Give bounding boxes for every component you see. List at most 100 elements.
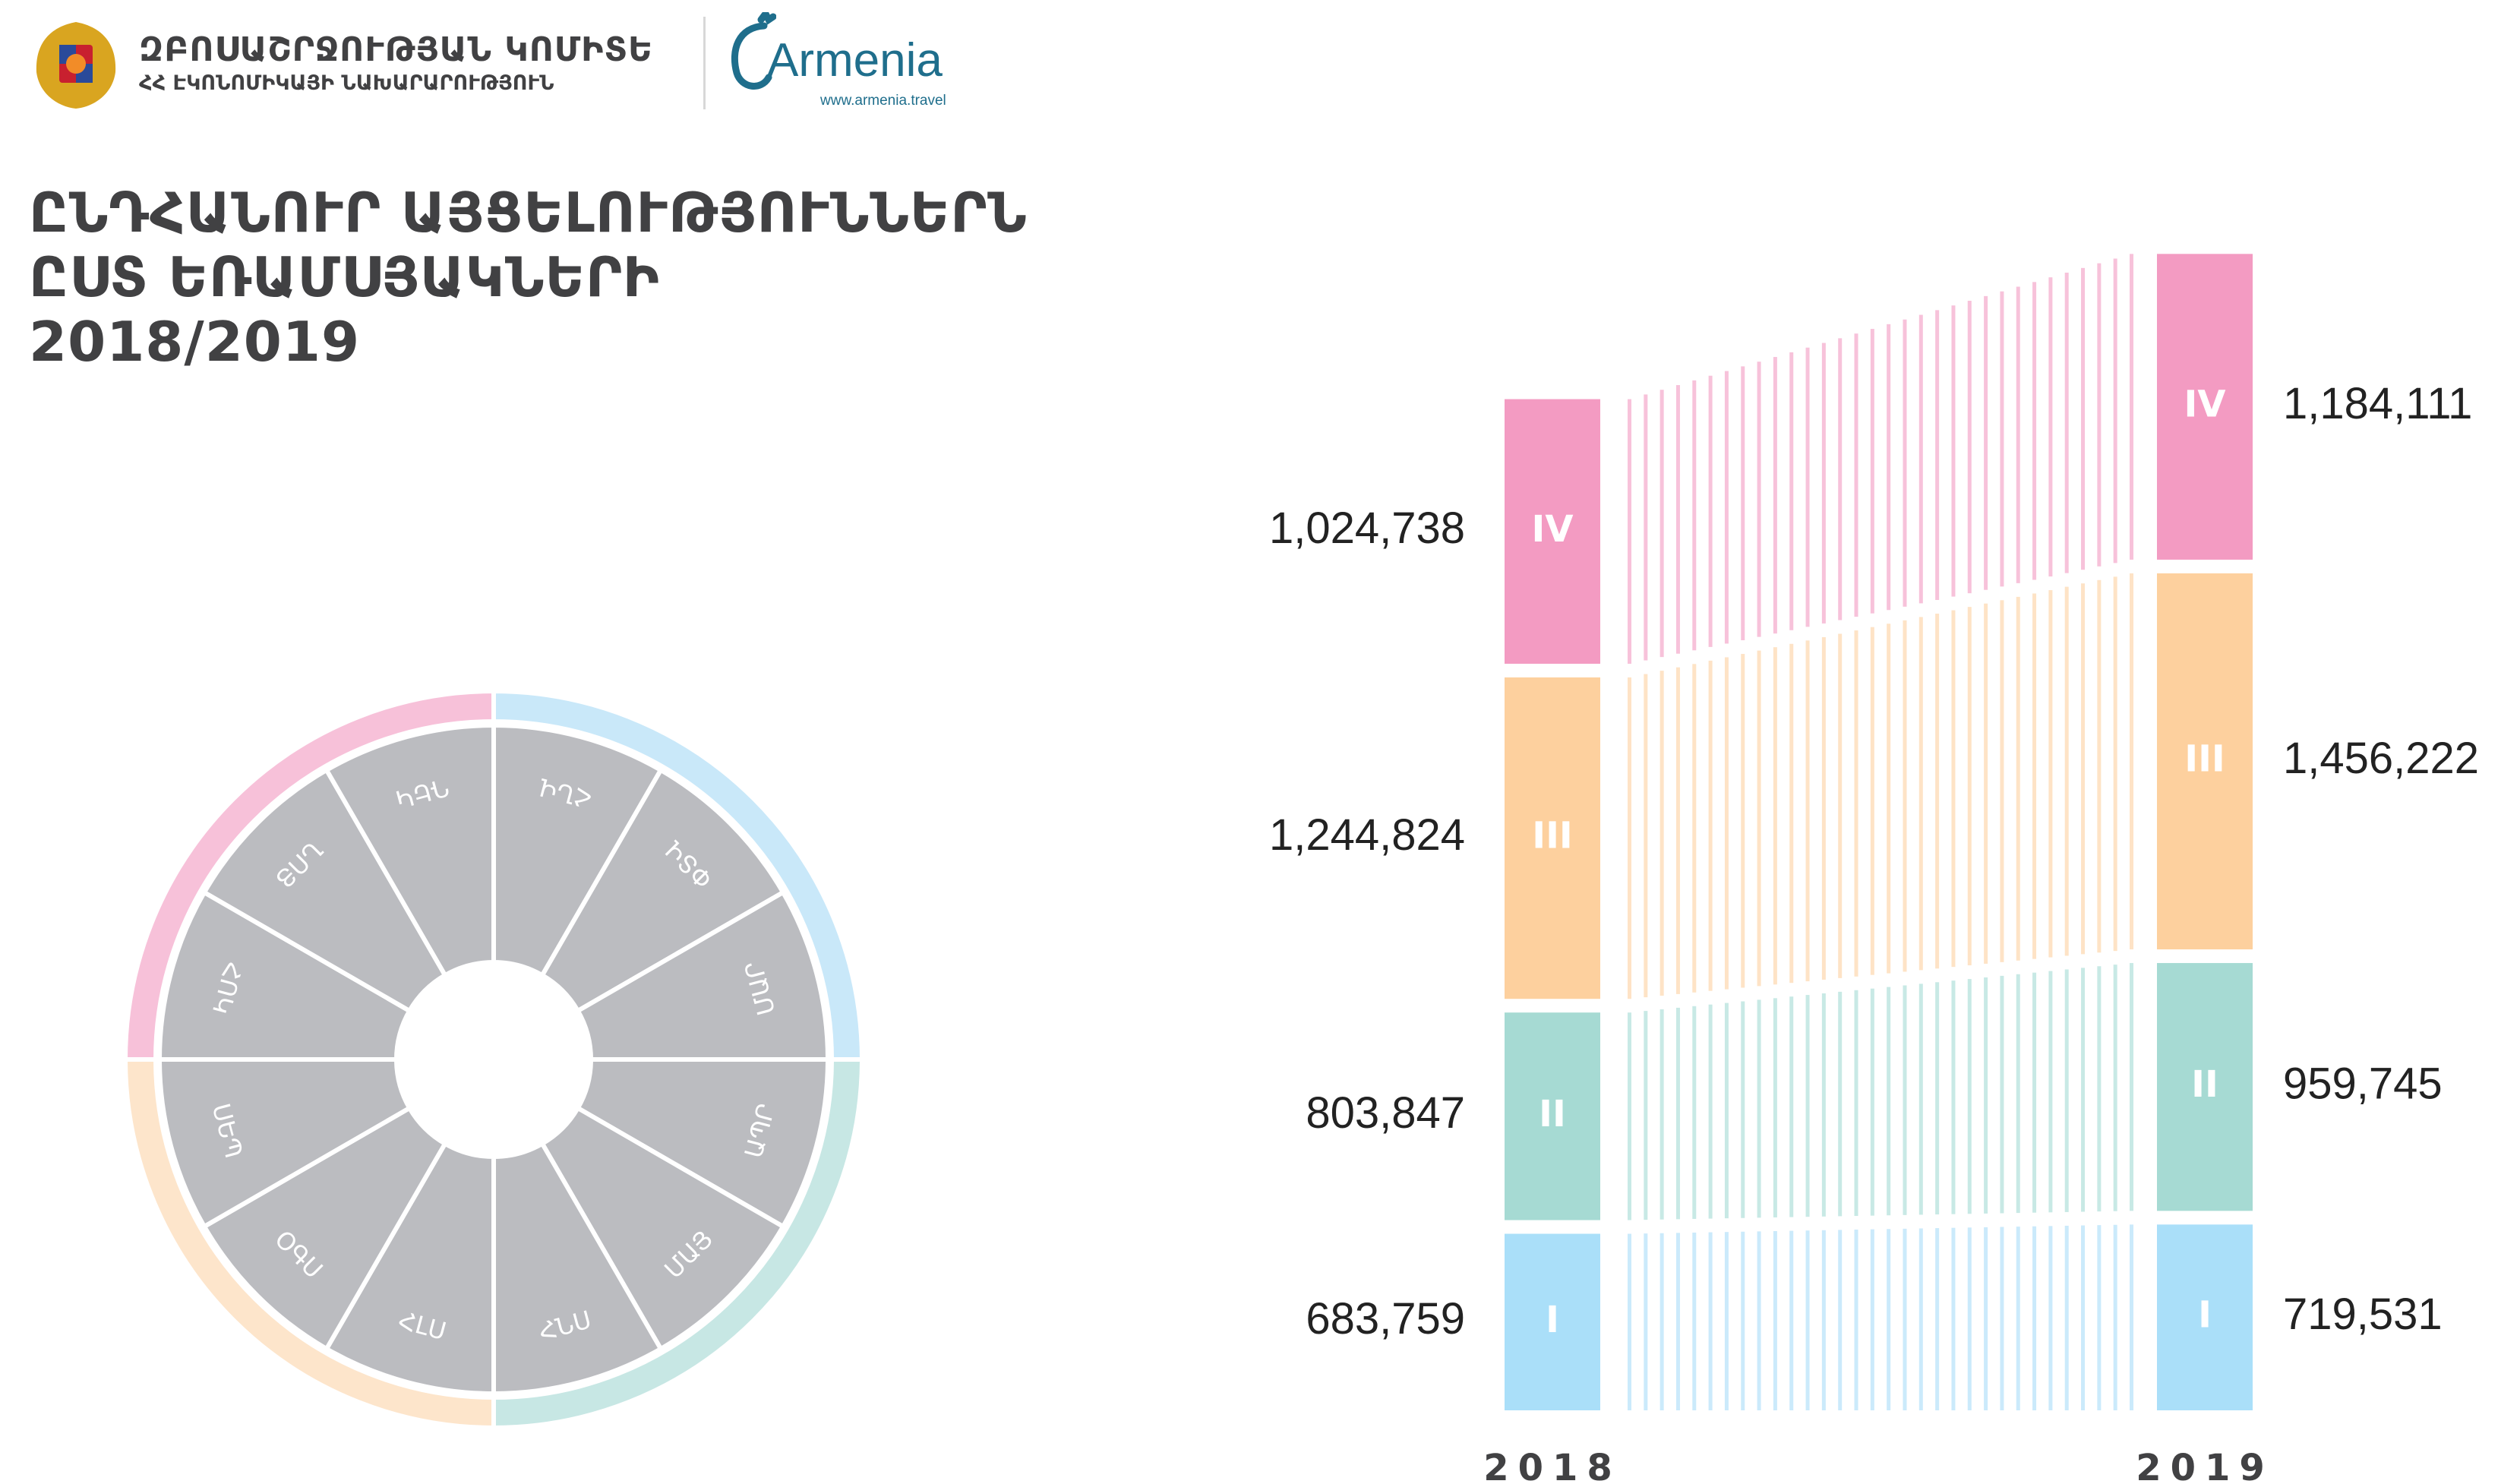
connector-stripe (1708, 1004, 1713, 1219)
connector-stripe (2032, 593, 2037, 959)
connector-stripe (1951, 305, 1956, 597)
connector-stripe (1644, 1011, 1648, 1220)
connector-stripe (1903, 620, 1907, 972)
armenia-logo: Armenia (767, 34, 943, 87)
connector-stripe (1854, 630, 1858, 977)
connector-stripe (1724, 371, 1729, 644)
quarter-ring-4 (122, 688, 496, 1062)
connector-stripe (2032, 972, 2037, 1213)
connector-stripe (1870, 988, 1874, 1216)
connector-stripe (1967, 301, 1972, 594)
quarter-label: II (1539, 1093, 1566, 1135)
connector-stripe (1628, 1233, 1631, 1410)
connector-stripe (1708, 375, 1713, 647)
year-label: 2018 (1483, 1447, 1622, 1484)
page-title-line2: ԸՍՏ ԵՌԱՄՍՅԱԿՆԵՐԻ (29, 245, 660, 309)
value-label: 719,531 (2283, 1290, 2443, 1339)
connector-stripe (1757, 362, 1761, 637)
connector-stripe (2048, 590, 2053, 958)
connector-stripe (2064, 969, 2069, 1212)
connector-stripe (1821, 993, 1826, 1217)
quarter-label: III (2184, 737, 2225, 780)
connector-stripe (2081, 968, 2086, 1212)
connector-stripe (1773, 998, 1777, 1217)
bar-2018-qI (1505, 1233, 1600, 1410)
connector-stripe (1951, 1227, 1956, 1410)
connector-stripe (1918, 1228, 1923, 1410)
connector-stripe (1692, 1232, 1697, 1410)
connector-stripe (1757, 999, 1761, 1218)
value-label: 683,759 (1306, 1294, 1465, 1343)
quarter-label: II (2191, 1063, 2218, 1106)
value-label: 1,184,111 (2283, 379, 2472, 428)
connector-stripe (1644, 674, 1648, 998)
connector-stripe (1854, 1230, 1858, 1410)
connector-stripe (1870, 1229, 1874, 1410)
connector-stripe (2113, 258, 2117, 564)
quarter-label: IV (1531, 508, 1573, 551)
connector-stripe (2016, 974, 2020, 1214)
connector-stripe (2081, 1225, 2086, 1410)
connector-stripe (1805, 1230, 1810, 1410)
armenia-logo-url: www.armenia.travel (820, 93, 946, 109)
connector-stripe (2048, 277, 2053, 577)
connector-stripe (1805, 640, 1810, 982)
connector-stripe (2064, 273, 2069, 573)
connector-stripe (2032, 1226, 2037, 1410)
connector-stripe (1887, 624, 1891, 974)
connector-stripe (1757, 1231, 1761, 1410)
connector-stripe (1951, 980, 1956, 1214)
connector-stripe (2048, 971, 2053, 1213)
connector-stripe (2130, 254, 2133, 560)
connector-stripe (1967, 607, 1972, 966)
connector-stripe (1675, 385, 1680, 654)
connector-stripe (1935, 613, 1940, 969)
connector-stripe (1773, 357, 1777, 634)
connector-stripe (2081, 583, 2086, 955)
quarter-label: III (1532, 815, 1573, 857)
page-title-line1: ԸՆԴՀԱՆՈՒՐ ԱՅՑԵԼՈՒԹՅՈՒՆՆԵՐՆ (29, 181, 1028, 245)
connector-stripe (1821, 1230, 1826, 1410)
connector-stripe (1692, 1006, 1697, 1219)
connector-stripe (1967, 979, 1972, 1214)
connector-stripe (2081, 267, 2086, 570)
connector-stripe (2016, 286, 2020, 583)
connector-stripe (1628, 1012, 1631, 1220)
connector-stripe (1854, 990, 1858, 1217)
state-emblem (29, 19, 123, 110)
connector-stripe (1628, 399, 1631, 664)
bar-2019-qIV (2157, 254, 2253, 560)
connector-stripe (1724, 657, 1729, 990)
connector-stripe (1675, 1007, 1680, 1220)
connector-stripe (1724, 1002, 1729, 1219)
quarter-label: I (1546, 1299, 1559, 1341)
connector-stripe (1935, 1228, 1940, 1410)
value-label: 959,745 (2283, 1059, 2443, 1109)
wheel-center (396, 962, 591, 1157)
value-label: 1,024,738 (1269, 504, 1465, 553)
connector-stripe (2000, 291, 2004, 587)
connector-stripe (2000, 1227, 2004, 1410)
header-divider (703, 17, 706, 109)
connector-stripe (1903, 319, 1907, 607)
connector-stripe (1887, 987, 1891, 1216)
connector-stripe (1708, 660, 1713, 991)
connector-stripe (1821, 636, 1826, 980)
connector-stripe (1984, 977, 1988, 1214)
org-name: ԶԲՈՍԱՇՐՋՈՒԹՅԱՆ ԿՈՄԻՏԵ (139, 30, 654, 69)
value-label: 1,244,824 (1269, 810, 1465, 860)
bar-2019-qII (2157, 963, 2253, 1211)
year-label: 2019 (2136, 1447, 2274, 1484)
connector-stripe (2000, 975, 2004, 1214)
connector-stripe (2064, 586, 2069, 956)
connector-stripe (1675, 667, 1680, 994)
connector-stripe (1918, 314, 1923, 604)
connector-stripe (1805, 995, 1810, 1217)
connector-stripe (1692, 664, 1697, 993)
connector-stripe (1870, 627, 1874, 975)
bar-2018-qIV (1505, 399, 1600, 664)
connector-stripe (1903, 985, 1907, 1215)
connector-stripe (1724, 1232, 1729, 1410)
